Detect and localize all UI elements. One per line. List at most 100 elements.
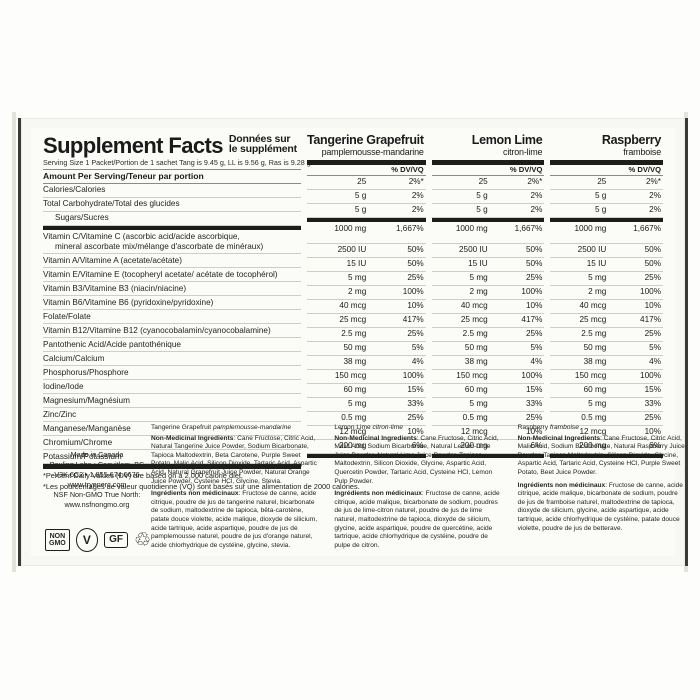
nutrient-value-row: 1000 mg 1,667% bbox=[431, 222, 545, 244]
nutrient-name-row: Iodine/Iode bbox=[43, 380, 301, 395]
nutrient-amount: 12 mcg bbox=[460, 427, 488, 437]
non-gmo-line1: NON bbox=[49, 532, 66, 540]
ingredients-fr-2: Ingrédients non médicinaux: Fructose de … bbox=[518, 482, 687, 534]
nutrient-amount: 5 g bbox=[354, 191, 367, 201]
nutrient-value-row: 15 IU 50% bbox=[307, 258, 426, 272]
ing-en-text-1: : Cane Fructose, Citric Acid, Malic Acid… bbox=[334, 434, 499, 485]
nutrient-value-row: 12 mcg 10% bbox=[550, 426, 663, 440]
nutrient-dv-percent: 6% bbox=[649, 441, 661, 451]
flavor-column-0: Tangerine Grapefruit pamplemousse-mandar… bbox=[307, 134, 426, 491]
manufacturer-line: Made in Canada bbox=[70, 450, 124, 459]
dv-header-1: % DV/VQ bbox=[431, 165, 545, 176]
serving-size-text: Serving Size 1 Packet/Portion de 1 sache… bbox=[43, 158, 311, 170]
nutrient-value-row: 40 mcg 10% bbox=[431, 300, 545, 314]
flavor-column-2: Raspberry framboise % DV/VQ 25 2%* 5 g 2% 5 … bbox=[550, 134, 663, 491]
manufacturer-info: Made in Canada Pauling Labs • Coquitlam, … bbox=[43, 424, 151, 554]
nutrient-dv-percent: 4% bbox=[530, 357, 543, 367]
nutrient-rows: Calories/Calories Total Carbohydrate/Tota… bbox=[43, 184, 301, 465]
nutrient-amount: 38 mg bbox=[464, 357, 488, 367]
nutrient-amount: 5 mg bbox=[588, 399, 607, 409]
page-title: Supplement Facts bbox=[43, 133, 223, 158]
nutrient-dv-percent: 25% bbox=[644, 329, 661, 339]
nutrient-value-row: 2500 IU 50% bbox=[431, 244, 545, 258]
dv-label-1: % DV/VQ bbox=[509, 165, 543, 174]
nutrient-value-row: 15 IU 50% bbox=[550, 258, 663, 272]
section-rule bbox=[43, 225, 301, 231]
nutrient-dv-percent: 5% bbox=[411, 343, 424, 353]
flavor-name-0: Tangerine Grapefruit bbox=[307, 133, 424, 147]
nutrient-value-row: 40 mcg 10% bbox=[550, 300, 663, 314]
nutrient-amount: 5 mg bbox=[469, 399, 488, 409]
title-french-line2: le supplément bbox=[228, 143, 297, 155]
nutrient-name-row: Vitamin E/Vitamine E (tocopheryl acetate… bbox=[43, 268, 301, 283]
nutrient-amount: 40 mcg bbox=[460, 301, 488, 311]
nutrient-value-row: 0.5 mg 25% bbox=[550, 412, 663, 426]
nutrient-dv-percent: 1,667% bbox=[395, 223, 424, 233]
nutrient-value-row: 2 mg 100% bbox=[431, 286, 545, 300]
nutrient-value-row: 150 mcg 100% bbox=[307, 370, 426, 384]
ing-fr-text-2: : Fructose de canne, acide citrique, aci… bbox=[517, 481, 683, 532]
section-rule bbox=[431, 217, 545, 223]
nutrient-name-row: Total Carbohydrate/Total des glucides bbox=[43, 198, 301, 212]
nutrient-dv-percent: 50% bbox=[525, 245, 543, 255]
nutrient-dv-percent: 5% bbox=[530, 343, 543, 353]
ingredients-column-0: Tangerine Grapefruit pamplemousse-mandar… bbox=[151, 424, 330, 554]
flavor-header-1: Lemon Lime citron-lime bbox=[432, 134, 545, 158]
nutrient-value-row: 5 g 2% bbox=[431, 190, 545, 204]
nutrient-dv-percent: 15% bbox=[644, 385, 661, 395]
nutrient-amount: 2.5 mg bbox=[341, 329, 367, 339]
nutrient-amount: 2500 IU bbox=[337, 245, 367, 255]
footer-rule bbox=[43, 464, 301, 469]
ing-en-heading-2: Non-Medicinal Ingredients bbox=[517, 434, 601, 442]
nutrient-value-row: 15 IU 50% bbox=[431, 258, 545, 272]
ing-fr-text-0: : Fructose de canne, acide citrique, pou… bbox=[151, 490, 318, 549]
nutrient-label-cont: mineral ascorbate mix/mélange d'ascorbat… bbox=[55, 242, 264, 252]
nutrient-dv-percent: 5% bbox=[649, 343, 661, 353]
nutrient-amount: 15 IU bbox=[346, 259, 367, 269]
nutrient-value-row: 2500 IU 50% bbox=[550, 244, 663, 258]
vegan-icon: V bbox=[75, 528, 99, 552]
nutrient-amount: 5 g bbox=[476, 191, 488, 201]
nutrient-dv-percent: 2% bbox=[411, 191, 424, 201]
nutrient-amount: 40 mcg bbox=[579, 301, 607, 311]
nutrient-name-row: Potassium/Potassium bbox=[43, 450, 301, 465]
ing-en-text-0: : Cane Fructose, Citric Acid, Natural Ta… bbox=[151, 434, 317, 485]
ingredients-fr-1: Ingrédients non médicinaux: Fructose de … bbox=[334, 490, 503, 550]
nutrient-amount: 0.5 mg bbox=[341, 413, 367, 423]
nutrient-amount: 1000 mg bbox=[574, 223, 607, 233]
nutrient-amount: 200 mg bbox=[579, 441, 607, 451]
nutrient-value-row: 25 mcg 417% bbox=[431, 314, 545, 328]
nutrient-value-row: 5 mg 25% bbox=[550, 272, 663, 286]
flavor-values-1: 25 2%* 5 g 2% 5 g 2% 1000 mg 1,667% 2500 IU 50% 15… bbox=[431, 176, 545, 454]
nutrient-value-row: 12 mcg 10% bbox=[431, 426, 545, 440]
dv-label-0: % DV/VQ bbox=[391, 165, 424, 174]
nutrient-amount: 1000 mg bbox=[334, 223, 367, 233]
nutrient-amount: 50 mg bbox=[583, 343, 607, 353]
nutrient-dv-percent: 25% bbox=[644, 413, 661, 423]
nutrient-value-row: 200 mg 6% bbox=[431, 440, 545, 454]
nutrient-dv-percent: 25% bbox=[525, 329, 543, 339]
nutrient-name-row: Magnesium/Magnésium bbox=[43, 394, 301, 409]
nutrient-value-row: 2 mg 100% bbox=[307, 286, 426, 300]
nutrient-value-row: 12 mcg 10% bbox=[307, 426, 426, 440]
nutrient-dv-percent: 417% bbox=[521, 315, 543, 325]
nutrient-amount: 25 mcg bbox=[339, 315, 367, 325]
ing-fr-heading-0: Ingrédients non médicinaux bbox=[151, 490, 239, 498]
nutrient-amount: 60 mg bbox=[343, 385, 367, 395]
flavor-rule-2 bbox=[550, 160, 663, 165]
nutrient-amount: 38 mg bbox=[343, 357, 367, 367]
footnote-fr: *Les pourcentages de valeur quotidienne … bbox=[43, 481, 360, 491]
nutrient-amount: 15 IU bbox=[468, 259, 488, 269]
nutrient-dv-percent: 10% bbox=[407, 301, 424, 311]
ingredients-section: Made in Canada Pauling Labs • Coquitlam, … bbox=[43, 424, 687, 554]
nutrient-dv-percent: 4% bbox=[411, 357, 424, 367]
non-gmo-icon: NON GMO bbox=[45, 529, 70, 551]
nutrient-amount: 200 mg bbox=[338, 441, 367, 451]
nutrient-dv-percent: 50% bbox=[644, 245, 661, 255]
nutrient-label: Vitamin C/Vitamine C (ascorbic acid/acid… bbox=[43, 231, 240, 241]
nutrient-value-row: 200 mg 6% bbox=[307, 440, 426, 454]
nutrient-amount: 2.5 mg bbox=[581, 329, 607, 339]
nutrient-value-row: 25 2%* bbox=[307, 176, 426, 190]
nutrient-value-row: 40 mcg 10% bbox=[307, 300, 426, 314]
nutrient-amount: 2 mg bbox=[588, 287, 607, 297]
